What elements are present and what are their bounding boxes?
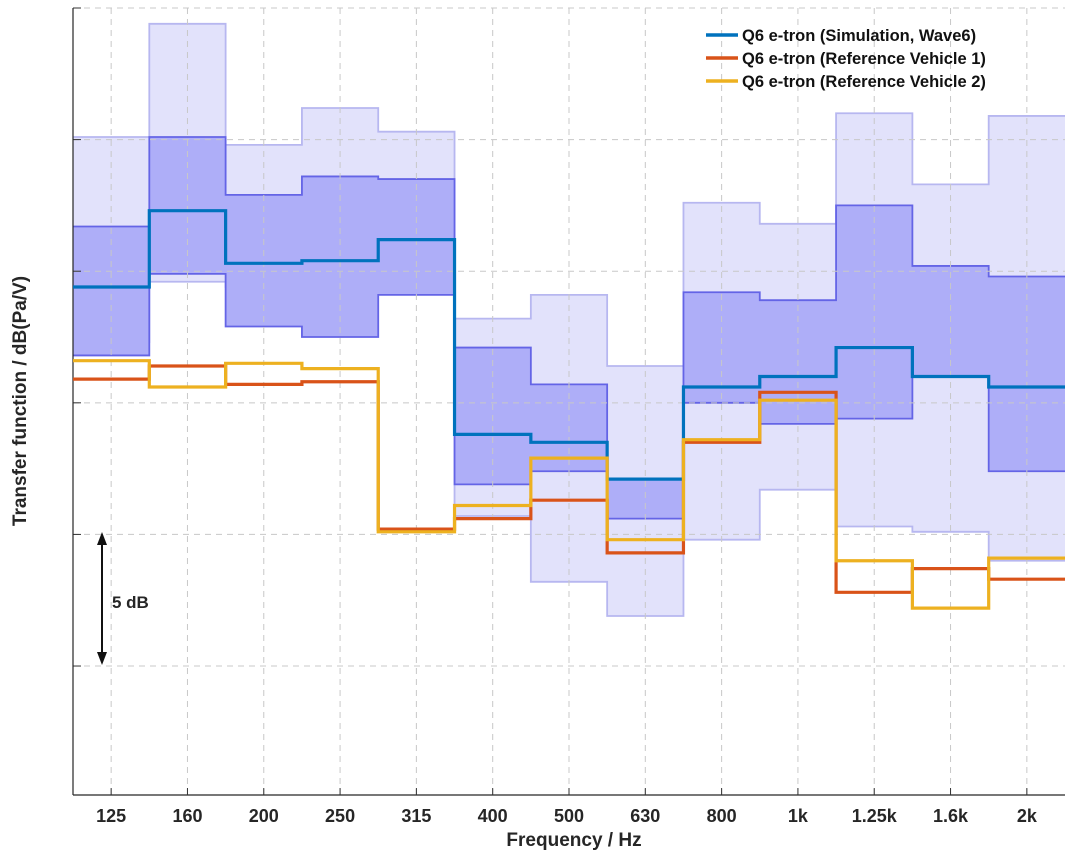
legend-label-2: Q6 e-tron (Reference Vehicle 1) xyxy=(742,50,986,68)
annotation-5db: 5 dB xyxy=(97,532,149,665)
x-tick-label: 125 xyxy=(96,806,126,826)
plot-area: 125 160 200 250 315 400 500 630 800 1k 1.25k 1.6k 2k xyxy=(72,7,1065,826)
x-tick-label: 630 xyxy=(630,806,660,826)
x-tick-label: 2k xyxy=(1017,806,1038,826)
annotation-arrow-down-icon xyxy=(97,652,107,665)
x-tick-label: 400 xyxy=(478,806,508,826)
x-tick-label: 1.25k xyxy=(852,806,898,826)
x-tick-label: 315 xyxy=(401,806,431,826)
x-tick-label: 160 xyxy=(172,806,202,826)
x-tick-label: 800 xyxy=(707,806,737,826)
annotation-arrow-up-icon xyxy=(97,532,107,545)
x-tick-label: 200 xyxy=(249,806,279,826)
annotation-label: 5 dB xyxy=(112,593,149,612)
x-tick-label: 1.6k xyxy=(933,806,969,826)
y-axis-title: Transfer function / dB(Pa/V) xyxy=(10,276,31,526)
series-line-1 xyxy=(73,209,1065,481)
x-tick-label: 500 xyxy=(554,806,584,826)
legend-label-3: Q6 e-tron (Reference Vehicle 2) xyxy=(742,73,986,91)
series-line-3 xyxy=(73,359,1065,610)
x-tick-label: 1k xyxy=(788,806,809,826)
legend-label-1: Q6 e-tron (Simulation, Wave6) xyxy=(742,27,976,45)
series-line-2 xyxy=(73,364,1065,594)
x-tick-label: 250 xyxy=(325,806,355,826)
legend: Q6 e-tron (Simulation, Wave6) Q6 e-tron (… xyxy=(706,27,986,91)
x-axis-title: Frequency / Hz xyxy=(506,830,641,851)
